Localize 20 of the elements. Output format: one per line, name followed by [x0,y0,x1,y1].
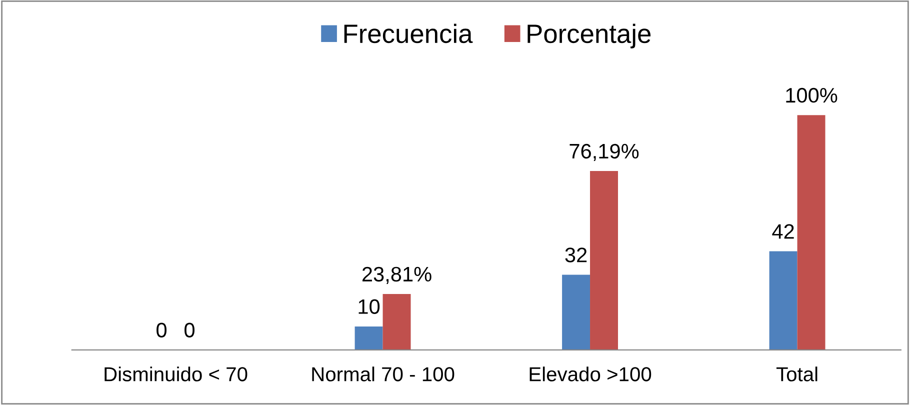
bar [769,251,798,350]
bar [590,171,618,350]
x-tick-label: Disminuido < 70 [104,366,248,382]
data-label: 0 [156,322,167,338]
data-label: 100% [786,88,838,103]
legend-label: Porcentaje [528,24,651,48]
data-label: 42 [772,224,794,239]
x-tick-label: Elevado >100 [530,366,652,382]
data-label: 32 [565,248,587,262]
bar [562,274,590,350]
x-tick-label: Normal 70 - 100 [312,366,454,382]
data-label: 23,81% [362,266,432,284]
bar [354,326,383,350]
bar [797,115,826,350]
bar [382,294,411,350]
legend-label: Frecuencia [344,24,473,44]
data-label: 76,19% [570,144,639,162]
x-tick-label: Total [776,366,818,382]
data-label: 10 [358,299,380,314]
data-label: 0 [184,322,194,338]
